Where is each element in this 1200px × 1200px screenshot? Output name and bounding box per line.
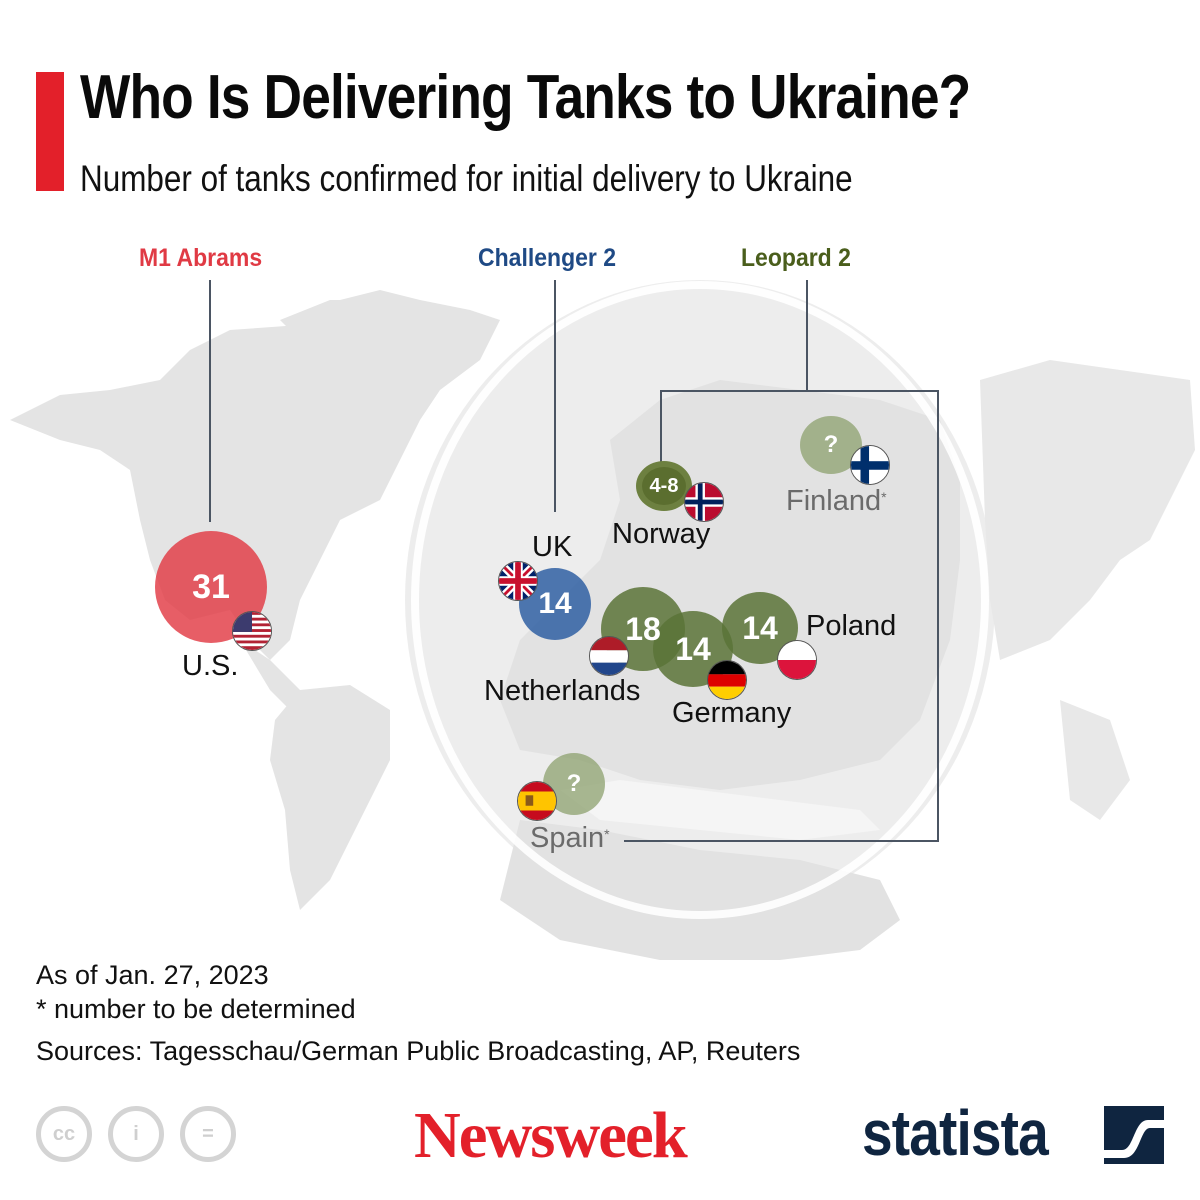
- bubble-value: ?: [566, 770, 582, 797]
- country-label-poland: Poland: [806, 610, 897, 642]
- spain-flag-icon: [517, 781, 557, 821]
- connector-leopard-left: [660, 390, 662, 462]
- attribution-icon[interactable]: i: [108, 1106, 164, 1162]
- bubble-value: 14: [742, 609, 778, 646]
- page-subtitle: Number of tanks confirmed for initial de…: [80, 158, 853, 199]
- bubble-value: ?: [823, 431, 839, 458]
- asterisk: *: [881, 489, 887, 505]
- asterisk: *: [604, 826, 610, 842]
- country-name: Spain: [530, 822, 605, 854]
- country-label-uk: UK: [532, 531, 573, 563]
- connector-leopard-top: [660, 390, 938, 392]
- country-label-germany: Germany: [672, 697, 792, 729]
- bubble-value: 14: [538, 587, 572, 620]
- connector-abrams: [209, 280, 211, 522]
- country-label-finland: Finland*: [786, 485, 887, 518]
- country-label-us: U.S.: [182, 650, 239, 682]
- country-name: Finland: [786, 485, 882, 517]
- connector-leopard-bottom: [624, 840, 939, 842]
- finland-flag-icon: [850, 445, 890, 485]
- bubble-norway: 4-8: [636, 461, 692, 511]
- uk-flag-icon: [498, 561, 538, 601]
- no-derivatives-icon[interactable]: =: [180, 1106, 236, 1162]
- connector-challenger: [554, 280, 556, 512]
- bubble-value: 31: [192, 567, 230, 606]
- statista-logo[interactable]: statista: [862, 1097, 1049, 1169]
- world-map-background: [10, 280, 1195, 960]
- country-label-spain: Spain*: [530, 822, 610, 855]
- statista-logo-mark-icon[interactable]: [1104, 1106, 1164, 1164]
- norway-flag-icon: [684, 482, 724, 522]
- as-of-date: As of Jan. 27, 2023: [36, 960, 269, 990]
- country-label-netherlands: Netherlands: [484, 675, 641, 707]
- tank-type-leopard-2: Leopard 2: [741, 244, 851, 272]
- tank-type-challenger-2: Challenger 2: [478, 244, 617, 272]
- tbd-note: * number to be determined: [36, 994, 356, 1024]
- us-flag-icon: [232, 611, 272, 651]
- poland-flag-icon: [777, 640, 817, 680]
- title-accent-bar: [36, 72, 64, 191]
- bubble-value: 18: [625, 610, 661, 647]
- netherlands-flag-icon: [589, 636, 629, 676]
- page-title: Who Is Delivering Tanks to Ukraine?: [80, 63, 971, 132]
- sources: Sources: Tagesschau/German Public Broadc…: [36, 1036, 801, 1066]
- license-icons: cc i =: [36, 1106, 236, 1162]
- germany-flag-icon: [707, 660, 747, 700]
- creative-commons-icon[interactable]: cc: [36, 1106, 92, 1162]
- newsweek-logo[interactable]: Newsweek: [414, 1099, 688, 1172]
- country-label-norway: Norway: [612, 518, 711, 550]
- bubble-value: 4-8: [649, 474, 679, 497]
- tank-type-m1-abrams: M1 Abrams: [139, 244, 263, 272]
- footnotes: As of Jan. 27, 2023 * number to be deter…: [36, 958, 800, 1068]
- connector-leopard-right: [937, 390, 939, 842]
- connector-leopard-vertical: [806, 280, 808, 390]
- bubble-value: 14: [675, 630, 711, 667]
